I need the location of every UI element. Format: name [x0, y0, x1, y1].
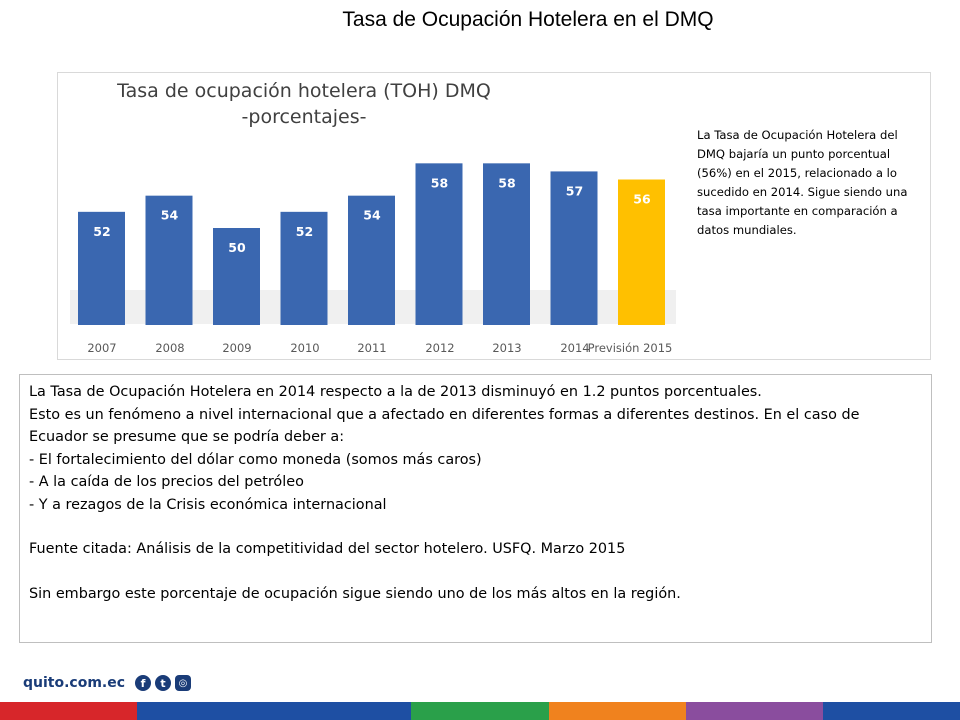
bar-2007 — [78, 211, 125, 325]
data-label: 57 — [566, 183, 583, 198]
data-label: 50 — [228, 240, 246, 255]
brand-link[interactable]: quito.com.ec — [23, 675, 126, 691]
chart-title-line1: Tasa de ocupación hotelera (TOH) DMQ — [117, 80, 491, 102]
footer-brand: quito.com.ec f t ◎ — [23, 675, 192, 691]
bar-2009 — [213, 228, 260, 325]
x-tick-label: 2009 — [222, 341, 251, 355]
chart-title-line2: -porcentajes- — [241, 106, 367, 128]
text-line: Ecuador se presume que se podría deber a… — [29, 429, 345, 445]
text-line: Sin embargo este porcentaje de ocupación… — [29, 585, 681, 602]
bar-2011 — [348, 195, 395, 325]
bar-2013 — [483, 163, 530, 325]
bar-2008 — [145, 195, 193, 325]
data-label: 58 — [498, 175, 515, 190]
chart-title: Tasa de ocupación hotelera (TOH) DMQ -po… — [0, 78, 551, 130]
text-line: - El fortalecimiento del dólar como mone… — [29, 451, 482, 468]
text-line: La Tasa de Ocupación Hotelera en 2014 re… — [29, 384, 762, 400]
strip-segment — [548, 702, 686, 720]
strip-segment — [274, 702, 412, 720]
data-label: 52 — [296, 224, 313, 239]
data-label: 52 — [93, 224, 110, 239]
bar-2012 — [415, 163, 463, 325]
x-tick-label: 2014 — [560, 341, 589, 355]
strip-segment — [822, 702, 960, 720]
footer-color-strip — [0, 702, 960, 720]
data-label: 54 — [363, 208, 381, 223]
bar-previsión-2015 — [618, 179, 665, 325]
bar-2010 — [280, 211, 328, 325]
slide-title: Tasa de Ocupación Hotelera en el DMQ — [342, 8, 714, 31]
x-tick-label: 2010 — [290, 341, 319, 355]
instagram-icon[interactable]: ◎ — [175, 675, 192, 691]
source-citation: Fuente citada: Análisis de la competitiv… — [29, 541, 626, 557]
chart-side-note: La Tasa de Ocupación Hotelera del DMQ ba… — [697, 128, 908, 237]
facebook-icon[interactable]: f — [135, 675, 152, 691]
x-tick-label: 2008 — [155, 341, 184, 355]
strip-segment — [0, 702, 138, 720]
x-tick-label: Previsión 2015 — [588, 341, 673, 355]
x-tick-label: 2012 — [425, 341, 454, 355]
x-tick-label: 2011 — [357, 341, 386, 355]
data-label: 58 — [431, 175, 448, 190]
x-tick-label: 2013 — [492, 341, 521, 355]
text-line: - A la caída de los precios del petróleo — [29, 474, 304, 490]
x-tick-label: 2007 — [87, 341, 116, 355]
bar-2014 — [550, 171, 598, 325]
text-line: Esto es un fenómeno a nivel internaciona… — [29, 406, 860, 423]
twitter-icon[interactable]: t — [155, 675, 172, 691]
data-label: 56 — [633, 192, 651, 207]
strip-segment — [137, 702, 275, 720]
strip-segment — [411, 702, 549, 720]
explanation-text-box: La Tasa de Ocupación Hotelera en 2014 re… — [19, 374, 932, 643]
data-label: 54 — [161, 208, 179, 223]
text-line: - Y a rezagos de la Crisis económica int… — [29, 496, 387, 513]
strip-segment — [685, 702, 823, 720]
